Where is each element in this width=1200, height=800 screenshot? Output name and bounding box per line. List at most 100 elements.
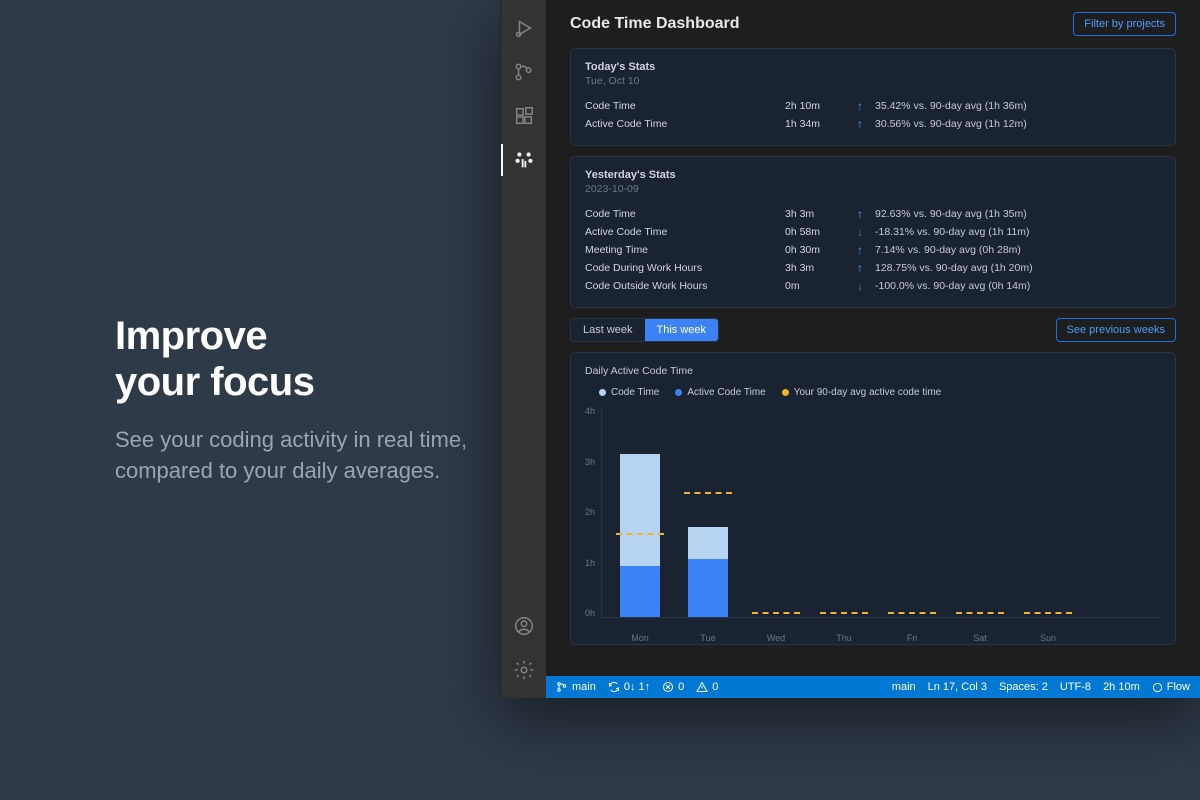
- stat-value: 0h 30m: [785, 244, 845, 256]
- bar-active-code-time: [688, 559, 728, 617]
- yesterday-date: 2023-10-09: [585, 183, 1161, 195]
- chart-body: 4h3h2h1h0h MonTueWedThuFriSatSun: [585, 406, 1161, 636]
- status-branch[interactable]: main: [556, 681, 596, 693]
- see-previous-weeks-button[interactable]: See previous weeks: [1056, 318, 1176, 342]
- page-title: Code Time Dashboard: [570, 15, 740, 33]
- stat-value: 1h 34m: [785, 118, 845, 130]
- trend-arrow-icon: ↑: [845, 117, 875, 131]
- stat-value: 0h 58m: [785, 226, 845, 238]
- x-tick: Sat: [973, 633, 987, 643]
- tab-last-week[interactable]: Last week: [571, 319, 645, 341]
- x-tick: Thu: [836, 633, 852, 643]
- accounts-icon[interactable]: [501, 606, 547, 646]
- stat-compare: -100.0% vs. 90-day avg (0h 14m): [875, 280, 1161, 292]
- trend-arrow-icon: ↑: [845, 207, 875, 221]
- status-sync[interactable]: 0↓ 1↑: [608, 681, 650, 693]
- trend-arrow-icon: ↑: [845, 99, 875, 113]
- yesterday-stats-card: Yesterday's Stats 2023-10-09 Code Time3h…: [570, 156, 1176, 308]
- settings-gear-icon[interactable]: [501, 650, 547, 690]
- heading-line2: your focus: [115, 360, 314, 404]
- chart-plot: MonTueWedThuFriSatSun: [601, 406, 1161, 618]
- stat-row: Active Code Time1h 34m↑30.56% vs. 90-day…: [585, 115, 1161, 133]
- stat-label: Code Time: [585, 208, 785, 220]
- avg-line: [1024, 612, 1072, 614]
- chart-legend: Code Time Active Code Time Your 90-day a…: [585, 387, 1161, 398]
- code-time-icon[interactable]: [501, 140, 547, 180]
- today-title: Today's Stats: [585, 61, 1161, 73]
- editor-main: Code Time Dashboard Filter by projects T…: [546, 0, 1200, 698]
- y-tick: 1h: [585, 558, 595, 568]
- today-date: Tue, Oct 10: [585, 75, 1161, 87]
- trend-arrow-icon: ↓: [845, 279, 875, 293]
- stat-compare: 92.63% vs. 90-day avg (1h 35m): [875, 208, 1161, 220]
- stat-label: Active Code Time: [585, 118, 785, 130]
- week-tab-group: Last week This week: [570, 318, 719, 342]
- status-errors[interactable]: 0: [662, 681, 684, 693]
- status-position[interactable]: Ln 17, Col 3: [928, 681, 987, 693]
- status-spaces[interactable]: Spaces: 2: [999, 681, 1048, 693]
- avg-line: [752, 612, 800, 614]
- stat-label: Code Time: [585, 100, 785, 112]
- dashboard-header: Code Time Dashboard Filter by projects: [570, 12, 1176, 36]
- stat-row: Active Code Time0h 58m↓-18.31% vs. 90-da…: [585, 223, 1161, 241]
- extensions-icon[interactable]: [501, 96, 547, 136]
- status-encoding[interactable]: UTF-8: [1060, 681, 1091, 693]
- stat-compare: 30.56% vs. 90-day avg (1h 12m): [875, 118, 1161, 130]
- stat-label: Code During Work Hours: [585, 262, 785, 274]
- trend-arrow-icon: ↑: [845, 243, 875, 257]
- status-bar: main 0↓ 1↑ 0 0 main: [546, 676, 1200, 698]
- avg-line: [684, 492, 732, 494]
- run-debug-icon[interactable]: [501, 8, 547, 48]
- source-control-icon[interactable]: [501, 52, 547, 92]
- legend-active-code-time: Active Code Time: [675, 387, 765, 398]
- filter-projects-button[interactable]: Filter by projects: [1073, 12, 1176, 36]
- tab-this-week[interactable]: This week: [645, 319, 719, 341]
- x-tick: Wed: [767, 633, 785, 643]
- trend-arrow-icon: ↓: [845, 225, 875, 239]
- stat-row: Code During Work Hours3h 3m↑128.75% vs. …: [585, 259, 1161, 277]
- chart-y-axis: 4h3h2h1h0h: [585, 406, 601, 636]
- stat-row: Code Outside Work Hours0m↓-100.0% vs. 90…: [585, 277, 1161, 295]
- stat-compare: 128.75% vs. 90-day avg (1h 20m): [875, 262, 1161, 274]
- activity-bar: [500, 0, 546, 698]
- y-tick: 0h: [585, 608, 595, 618]
- stat-value: 2h 10m: [785, 100, 845, 112]
- promo-frame: Improve your focus See your coding activ…: [0, 0, 1200, 800]
- avg-line: [956, 612, 1004, 614]
- today-stats-card: Today's Stats Tue, Oct 10 Code Time2h 10…: [570, 48, 1176, 146]
- dashboard-content: Code Time Dashboard Filter by projects T…: [546, 0, 1200, 676]
- chart-title: Daily Active Code Time: [585, 365, 1161, 377]
- vscode-window: Code Time Dashboard Filter by projects T…: [500, 0, 1200, 698]
- chart-card: Daily Active Code Time Code Time Active …: [570, 352, 1176, 645]
- stat-compare: -18.31% vs. 90-day avg (1h 11m): [875, 226, 1161, 238]
- stat-label: Meeting Time: [585, 244, 785, 256]
- marketing-heading: Improve your focus: [115, 313, 490, 405]
- avg-line: [820, 612, 868, 614]
- status-right-branch[interactable]: main: [892, 681, 916, 693]
- stat-compare: 7.14% vs. 90-day avg (0h 28m): [875, 244, 1161, 256]
- stat-label: Code Outside Work Hours: [585, 280, 785, 292]
- legend-code-time: Code Time: [599, 387, 659, 398]
- avg-line: [616, 533, 664, 535]
- stat-row: Meeting Time0h 30m↑7.14% vs. 90-day avg …: [585, 241, 1161, 259]
- stat-value: 3h 3m: [785, 208, 845, 220]
- stat-row: Code Time2h 10m↑35.42% vs. 90-day avg (1…: [585, 97, 1161, 115]
- status-flow[interactable]: Flow: [1152, 681, 1190, 693]
- y-tick: 4h: [585, 406, 595, 416]
- stat-label: Active Code Time: [585, 226, 785, 238]
- stat-value: 3h 3m: [785, 262, 845, 274]
- y-tick: 2h: [585, 507, 595, 517]
- status-code-time[interactable]: 2h 10m: [1103, 681, 1140, 693]
- status-warnings[interactable]: 0: [696, 681, 718, 693]
- x-tick: Sun: [1040, 633, 1056, 643]
- heading-line1: Improve: [115, 314, 267, 358]
- bar-active-code-time: [620, 566, 660, 617]
- x-tick: Tue: [700, 633, 715, 643]
- avg-line: [888, 612, 936, 614]
- stat-compare: 35.42% vs. 90-day avg (1h 36m): [875, 100, 1161, 112]
- stat-value: 0m: [785, 280, 845, 292]
- legend-avg: Your 90-day avg active code time: [782, 387, 942, 398]
- week-tabs-row: Last week This week See previous weeks: [570, 318, 1176, 342]
- marketing-subtext: See your coding activity in real time, c…: [115, 425, 490, 487]
- marketing-copy: Improve your focus See your coding activ…: [0, 313, 490, 487]
